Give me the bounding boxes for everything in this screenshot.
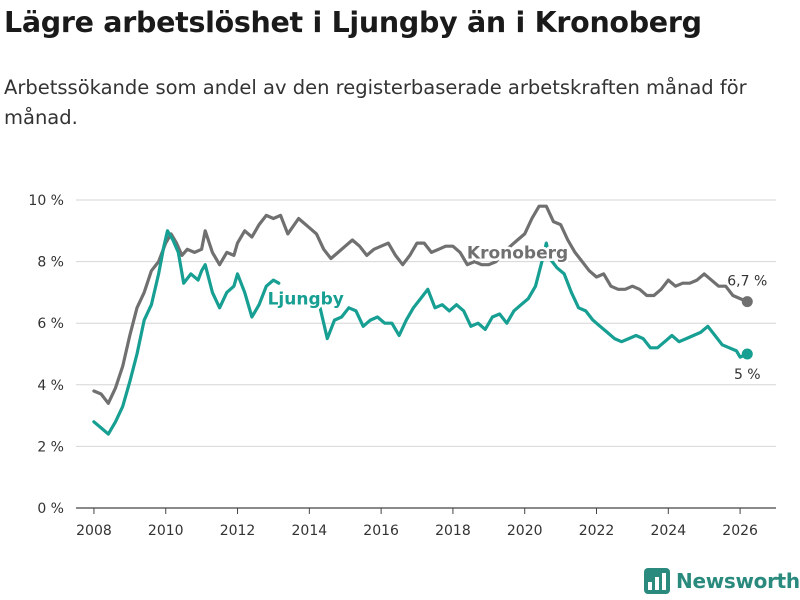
line-chart: 0 % 2 % 4 % 6 % 8 % 10 % 2008 2010 2012 2014 2016 2… xyxy=(28,193,776,539)
chart-title: Lägre arbetslöshet i Ljungby än i Kronob… xyxy=(4,6,702,39)
x-tick-label: 2020 xyxy=(507,523,543,539)
x-tick-label: 2012 xyxy=(220,523,256,539)
end-value-label-halo: 6,7 % xyxy=(727,274,767,290)
series-layer xyxy=(92,204,753,436)
end-value-label-ljungby: 5 % xyxy=(734,367,761,383)
axis-layer: 0 % 2 % 4 % 6 % 8 % 10 % 2008 2010 2012 2014 2016 2… xyxy=(28,193,758,539)
x-tick-label: 2022 xyxy=(579,523,615,539)
x-tick-label: 2026 xyxy=(722,523,758,539)
series-line-ljungby xyxy=(318,241,749,359)
series-label-halo: Ljungby xyxy=(268,290,344,310)
y-tick-label: 6 % xyxy=(37,316,64,332)
series-line-kronoberg xyxy=(92,204,749,405)
brand-logo: Newsworthy xyxy=(644,568,800,594)
series-label-ljungby: Ljungby xyxy=(268,290,344,310)
x-tick-label: 2008 xyxy=(76,523,112,539)
y-tick-label: 10 % xyxy=(28,193,64,209)
brand-name: Newsworthy xyxy=(676,569,800,593)
chart-subtitle: Arbetssökande som andel av den registerb… xyxy=(4,76,747,129)
series-label-halo: Kronoberg xyxy=(467,243,568,263)
x-tick-label: 2010 xyxy=(148,523,184,539)
series-line-ljungby xyxy=(92,229,281,436)
y-tick-label: 4 % xyxy=(37,378,64,394)
end-point-ljungby xyxy=(741,348,753,360)
end-value-label-halo: 5 % xyxy=(734,367,761,383)
x-tick-label: 2018 xyxy=(435,523,471,539)
end-point-kronoberg xyxy=(741,296,753,308)
x-tick-label: 2014 xyxy=(292,523,328,539)
newsworthy-logo-icon xyxy=(644,568,670,594)
series-label-kronoberg: Kronoberg xyxy=(467,243,568,263)
x-tick-label: 2024 xyxy=(650,523,686,539)
grid-layer xyxy=(76,199,776,509)
y-tick-label: 2 % xyxy=(37,439,64,455)
y-tick-label: 0 % xyxy=(37,501,64,517)
end-value-label-kronoberg: 6,7 % xyxy=(727,274,767,290)
y-tick-label: 8 % xyxy=(37,255,64,271)
x-tick-label: 2016 xyxy=(363,523,399,539)
